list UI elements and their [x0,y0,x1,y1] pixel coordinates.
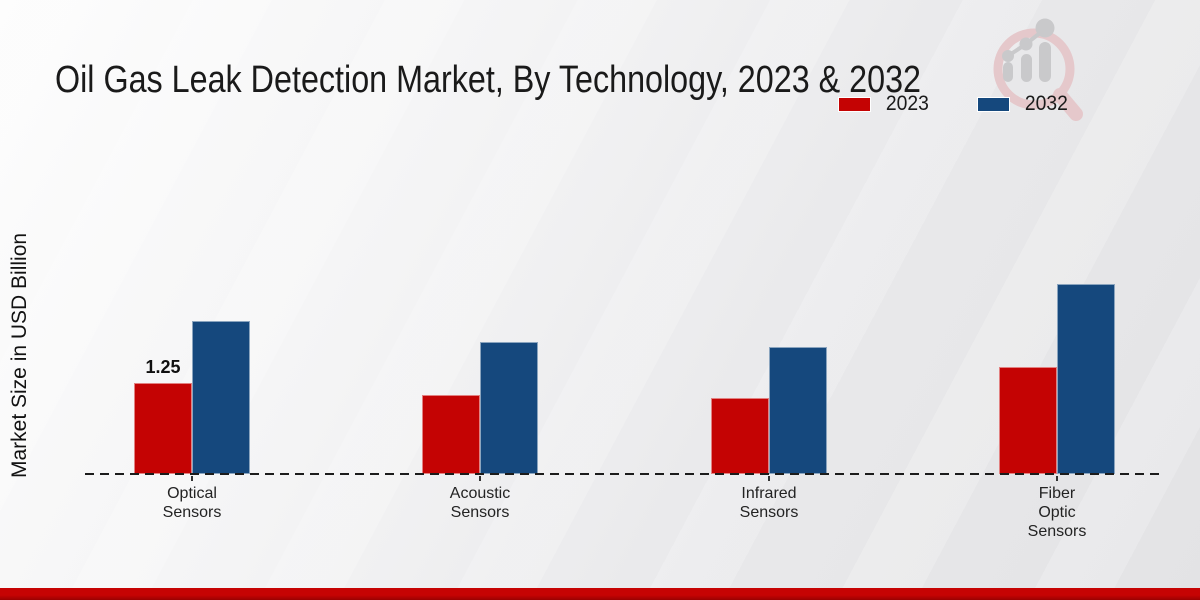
legend-label-2032: 2032 [1024,92,1068,115]
x-axis-tick [191,476,193,481]
category-label-fiber-optic-sensors: Fiber Optic Sensors [1027,485,1087,540]
category-label-acoustic-sensors: Acoustic Sensors [449,485,511,521]
bar-2023-infrared-sensors [711,398,769,474]
category-label-infrared-sensors: Infrared Sensors [739,485,799,521]
legend-label-2023: 2023 [885,92,929,115]
magnifier-bar-chart-logo-icon [993,18,1083,121]
bar-2032-fiber-optic-sensors [1057,284,1115,474]
category-label-optical-sensors: Optical Sensors [162,485,222,521]
x-axis-tick [479,476,481,481]
legend-swatch-2023 [838,96,871,112]
page-title: Oil Gas Leak Detection Market, By Techno… [55,59,922,102]
legend: 2023 2032 [838,92,1069,116]
bar-value-label: 1.25 [145,357,181,377]
bar-2023-acoustic-sensors [422,395,480,474]
bar-2032-infrared-sensors [769,347,827,474]
x-axis-tick [768,476,770,481]
x-axis-tick [1056,476,1058,481]
bar-2023-fiber-optic-sensors [999,367,1057,474]
bar-2023-optical-sensors [134,383,192,474]
bar-2032-optical-sensors [192,321,250,474]
x-axis-baseline [85,473,1161,475]
legend-swatch-2032 [976,96,1010,112]
bar-2032-acoustic-sensors [480,342,538,474]
footer-accent-bar [0,588,1200,600]
legend-item-2032: 2032 [976,92,1070,116]
legend-item-2023: 2023 [838,92,931,116]
